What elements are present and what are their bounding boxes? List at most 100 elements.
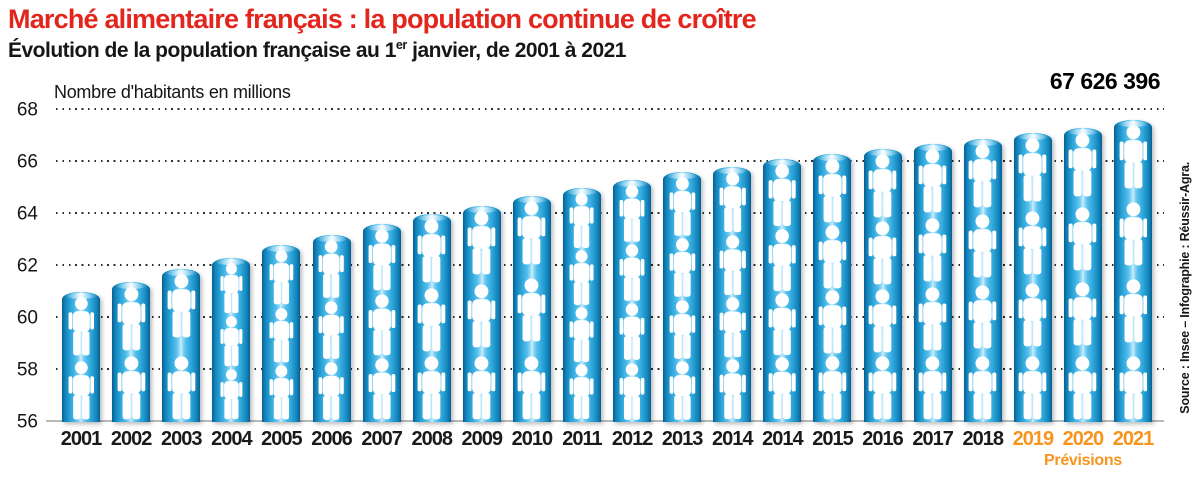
gridline-58 — [56, 368, 1164, 370]
person-icon — [368, 294, 396, 356]
population-bar-2002 — [112, 281, 151, 422]
person-icon — [1119, 279, 1148, 343]
person-icon — [918, 356, 947, 420]
person-icon — [517, 201, 546, 265]
y-tick-label-64: 64 — [16, 203, 38, 225]
y-tick-label-66: 66 — [16, 151, 38, 173]
y-tick-label-56: 56 — [16, 411, 38, 433]
bar-slot — [1108, 110, 1158, 422]
person-icon — [569, 250, 594, 306]
person-icon — [719, 359, 746, 420]
person-icon — [167, 274, 196, 338]
person-icon — [669, 300, 696, 359]
plot-area — [46, 108, 1164, 422]
bar-slot — [407, 110, 457, 422]
person-icon — [417, 356, 446, 420]
population-bar-2008 — [412, 214, 451, 422]
subtitle-ordinal: er — [395, 38, 407, 52]
year-label-2016: 2016 — [862, 428, 904, 450]
person-icon — [368, 358, 396, 420]
bar-slot — [357, 110, 407, 422]
person-icon — [1018, 283, 1047, 347]
population-bar-2010 — [512, 195, 551, 422]
person-icon — [467, 211, 496, 275]
y-tick-label-68: 68 — [16, 99, 38, 121]
person-icon — [619, 244, 645, 301]
population-bar-2015 — [813, 154, 852, 422]
person-icon — [818, 225, 847, 289]
person-icon — [269, 250, 294, 305]
bar-slot — [256, 110, 306, 422]
population-bar-2014b — [763, 159, 802, 422]
person-icon — [117, 356, 146, 420]
bar-slot — [657, 110, 707, 422]
year-label-2002: 2002 — [110, 428, 153, 450]
year-label-2007: 2007 — [361, 428, 403, 450]
population-bar-2005 — [262, 245, 301, 422]
person-icon — [1119, 125, 1148, 189]
person-icon — [818, 356, 847, 420]
person-icon — [619, 363, 645, 420]
person-icon — [467, 284, 496, 348]
gridline-60 — [56, 316, 1164, 318]
population-bar-2013 — [663, 172, 702, 422]
bar-slot — [858, 110, 908, 422]
person-icon — [1119, 356, 1148, 420]
population-bar-2006 — [312, 234, 351, 422]
year-label-2005: 2005 — [261, 428, 303, 450]
year-label-2010: 2010 — [511, 428, 554, 450]
subtitle-prefix: Évolution de la population française au … — [8, 39, 396, 62]
x-axis-year-labels: 2001 2002 2003 2004 2005 2006 2007 2008 2009 2010… — [56, 428, 1158, 451]
bar-slot — [1058, 110, 1108, 422]
person-icon — [868, 356, 897, 420]
person-icon — [918, 287, 947, 351]
year-label-2019: 2019 — [1012, 428, 1055, 450]
bar-slot — [156, 110, 206, 422]
person-icon — [669, 361, 696, 420]
person-icon — [669, 238, 696, 297]
person-icon — [569, 307, 594, 363]
person-icon — [818, 290, 847, 354]
subtitle-suffix: janvier, de 2001 à 2021 — [406, 39, 626, 62]
gridline-66 — [56, 160, 1164, 162]
person-icon — [569, 364, 594, 420]
bar-series — [56, 110, 1158, 422]
person-icon — [1018, 138, 1047, 202]
bar-slot — [807, 110, 857, 422]
population-bar-2014 — [713, 167, 752, 422]
bar-slot — [106, 110, 156, 422]
person-icon — [1018, 356, 1047, 420]
person-icon — [318, 301, 344, 359]
person-icon — [918, 218, 947, 282]
year-label-2020: 2020 — [1062, 428, 1105, 450]
person-icon — [417, 219, 446, 283]
year-label-2003: 2003 — [160, 428, 203, 450]
person-icon — [117, 287, 146, 351]
population-bar-2017 — [913, 143, 952, 422]
person-icon — [868, 289, 897, 353]
person-icon — [719, 172, 746, 233]
person-icon — [768, 164, 796, 227]
person-icon — [768, 357, 796, 420]
gridline-68 — [56, 108, 1164, 110]
year-label-2021: 2021 — [1112, 428, 1155, 450]
population-bar-2004 — [212, 258, 251, 422]
bar-slot — [757, 110, 807, 422]
bar-slot — [557, 110, 607, 422]
bar-slot — [1008, 110, 1058, 422]
person-icon — [269, 365, 294, 420]
bar-slot — [457, 110, 507, 422]
bar-slot — [707, 110, 757, 422]
person-icon — [517, 278, 546, 342]
y-tick-label-60: 60 — [16, 307, 38, 329]
peak-population-value: 67 626 396 — [1049, 68, 1161, 94]
person-icon — [467, 356, 496, 420]
person-icon — [1068, 207, 1097, 271]
population-bar-2009 — [462, 206, 501, 422]
person-icon — [669, 177, 696, 236]
year-label-2018: 2018 — [962, 428, 1004, 450]
person-icon — [619, 303, 645, 360]
person-icon — [1068, 356, 1097, 420]
year-label-2008: 2008 — [411, 428, 453, 450]
